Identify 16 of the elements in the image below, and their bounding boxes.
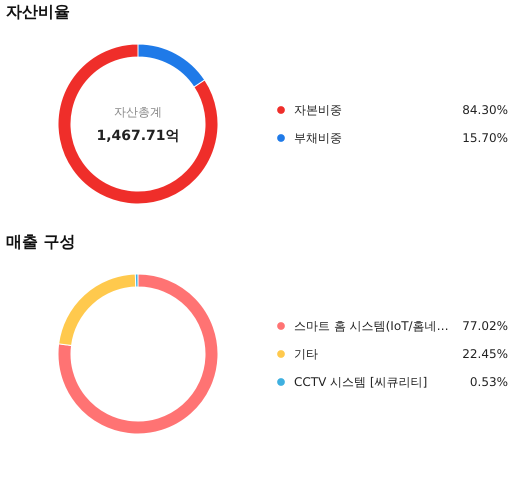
chart-title: 매출 구성 [6, 232, 76, 251]
data-label: 0.53% [470, 375, 508, 389]
legend-label: 스마트 홈 시스템(IoT/홈네… [294, 319, 449, 333]
legend-label: CCTV 시스템 [씨큐리티] [294, 375, 428, 389]
data-label: 15.70% [462, 131, 508, 145]
text: 자산총계 [114, 105, 162, 119]
legend-label: 자본비중 [294, 103, 342, 117]
legend-label: 부채비중 [294, 131, 342, 145]
donut-slice [58, 274, 218, 434]
data-label: 84.30% [462, 103, 508, 117]
text: 1,467.71억 [96, 128, 180, 144]
legend-label: 기타 [294, 347, 318, 361]
data-label: 77.02% [462, 319, 508, 333]
chart-title: 자산비율 [6, 2, 70, 21]
donut-slice [58, 44, 218, 204]
data-label: 22.45% [462, 347, 508, 361]
